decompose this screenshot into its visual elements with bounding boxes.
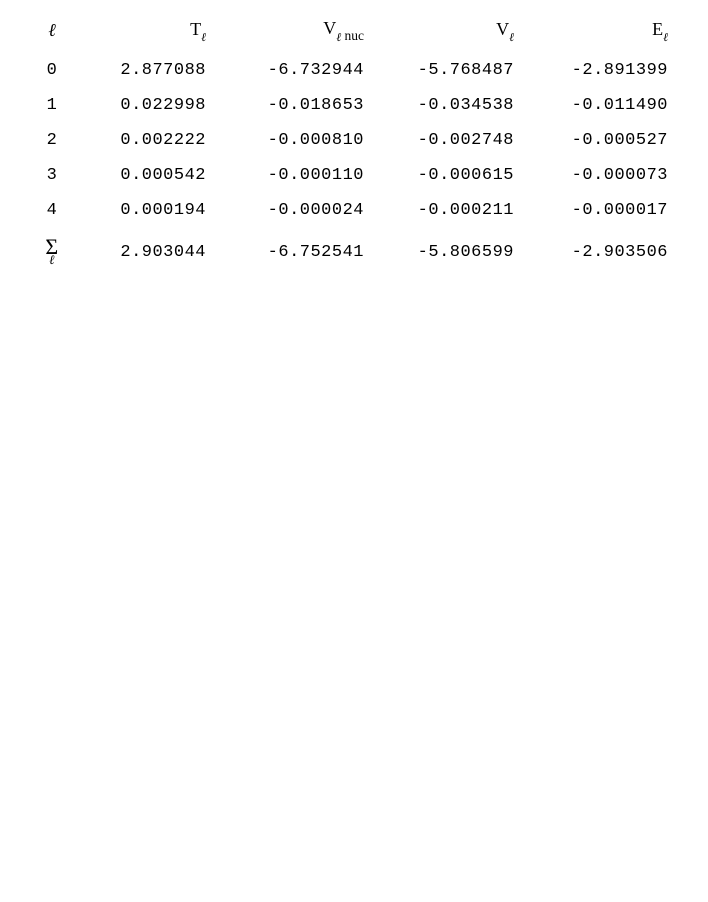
header-Vnuc: Vℓ nuc: [226, 18, 376, 53]
cell-T: 0.022998: [76, 88, 226, 123]
header-V: Vℓ: [376, 18, 524, 53]
cell-V: -0.000211: [376, 193, 524, 228]
header-l-text: ℓ: [48, 20, 56, 40]
cell-E: -0.000073: [524, 158, 678, 193]
header-l: ℓ: [28, 18, 76, 53]
sum-T: 2.903044: [76, 228, 226, 277]
cell-T: 0.000542: [76, 158, 226, 193]
table-row: 1 0.022998 -0.018653 -0.034538 -0.011490: [28, 88, 678, 123]
cell-T: 2.877088: [76, 53, 226, 88]
cell-T: 0.002222: [76, 123, 226, 158]
cell-V: -0.034538: [376, 88, 524, 123]
cell-V: -0.002748: [376, 123, 524, 158]
cell-Vn: -0.000024: [226, 193, 376, 228]
header-V-sub: ℓ: [509, 31, 514, 44]
table-row: 4 0.000194 -0.000024 -0.000211 -0.000017: [28, 193, 678, 228]
header-row: ℓ Tℓ Vℓ nuc Vℓ Eℓ: [28, 18, 678, 53]
table-row: 3 0.000542 -0.000110 -0.000615 -0.000073: [28, 158, 678, 193]
cell-l: 4: [28, 193, 76, 228]
sum-V: -5.806599: [376, 228, 524, 277]
cell-E: -0.011490: [524, 88, 678, 123]
header-Vn-extra: nuc: [341, 28, 364, 43]
cell-l: 3: [28, 158, 76, 193]
header-E-sub: ℓ: [663, 31, 668, 44]
cell-E: -0.000017: [524, 193, 678, 228]
cell-T: 0.000194: [76, 193, 226, 228]
table-body: 0 2.877088 -6.732944 -5.768487 -2.891399…: [28, 53, 678, 277]
cell-E: -2.891399: [524, 53, 678, 88]
cell-l: 2: [28, 123, 76, 158]
cell-l: 1: [28, 88, 76, 123]
header-T-sub: ℓ: [201, 31, 206, 44]
cell-Vn: -0.000110: [226, 158, 376, 193]
cell-V: -5.768487: [376, 53, 524, 88]
header-E-main: E: [652, 19, 663, 39]
table-row: 2 0.002222 -0.000810 -0.002748 -0.000527: [28, 123, 678, 158]
data-table: ℓ Tℓ Vℓ nuc Vℓ Eℓ 0 2.877088 -6.732944 -…: [28, 18, 678, 277]
header-Vn-main: V: [323, 18, 336, 38]
header-T-main: T: [190, 19, 201, 39]
cell-E: -0.000527: [524, 123, 678, 158]
cell-l: 0: [28, 53, 76, 88]
cell-Vn: -0.000810: [226, 123, 376, 158]
header-T: Tℓ: [76, 18, 226, 53]
sum-E: -2.903506: [524, 228, 678, 277]
cell-Vn: -0.018653: [226, 88, 376, 123]
cell-Vn: -6.732944: [226, 53, 376, 88]
sum-Vn: -6.752541: [226, 228, 376, 277]
table-row: 0 2.877088 -6.732944 -5.768487 -2.891399: [28, 53, 678, 88]
header-V-main: V: [496, 19, 509, 39]
sum-label: Σ ℓ: [28, 228, 76, 277]
cell-V: -0.000615: [376, 158, 524, 193]
sigma-sub: ℓ: [28, 254, 76, 266]
sum-row: Σ ℓ 2.903044 -6.752541 -5.806599 -2.9035…: [28, 228, 678, 277]
header-E: Eℓ: [524, 18, 678, 53]
